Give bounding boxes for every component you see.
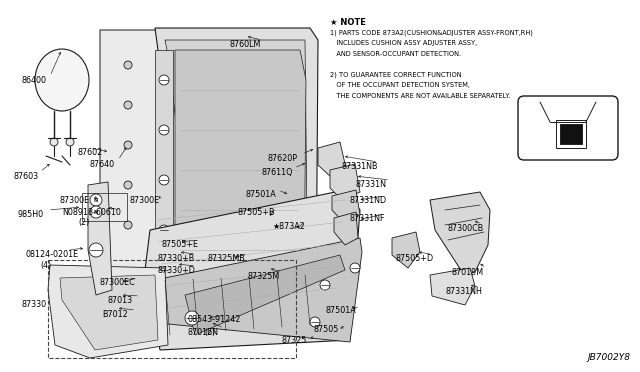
Polygon shape: [148, 238, 362, 342]
Text: AND SENSOR-OCCUPANT DETECTION.: AND SENSOR-OCCUPANT DETECTION.: [330, 51, 461, 57]
Polygon shape: [165, 40, 308, 325]
Text: 87330+B: 87330+B: [158, 254, 195, 263]
Text: 86400: 86400: [22, 76, 47, 85]
Text: 87501A: 87501A: [326, 306, 356, 315]
Text: 87640: 87640: [90, 160, 115, 169]
Circle shape: [159, 75, 169, 85]
Text: 2) TO GUARANTEE CORRECT FUNCTION: 2) TO GUARANTEE CORRECT FUNCTION: [330, 72, 461, 78]
Polygon shape: [100, 30, 162, 310]
Circle shape: [124, 61, 132, 69]
Polygon shape: [60, 275, 158, 350]
Circle shape: [159, 125, 169, 135]
Text: 87505+E: 87505+E: [162, 240, 199, 249]
Text: B7012: B7012: [102, 310, 128, 319]
Polygon shape: [330, 164, 360, 200]
Text: (2): (2): [204, 328, 215, 337]
Text: 87620P: 87620P: [268, 154, 298, 163]
Circle shape: [66, 138, 74, 146]
Text: 87331NH: 87331NH: [446, 287, 483, 296]
Polygon shape: [145, 190, 360, 350]
Text: 87603: 87603: [14, 172, 39, 181]
Text: 87505+B: 87505+B: [238, 208, 275, 217]
Text: 87300E: 87300E: [60, 196, 90, 205]
Circle shape: [124, 221, 132, 229]
Text: INCLUDES CUSHION ASSY ADJUSTER ASSY,: INCLUDES CUSHION ASSY ADJUSTER ASSY,: [330, 41, 477, 46]
Text: 87325MB: 87325MB: [208, 254, 246, 263]
Text: (4): (4): [40, 261, 51, 270]
Text: 8760LM: 8760LM: [230, 40, 261, 49]
Polygon shape: [175, 50, 306, 305]
Text: 87331NF: 87331NF: [350, 214, 385, 223]
Bar: [560, 124, 582, 144]
Text: THE COMPONENTS ARE NOT AVAILABLE SEPARATELY.: THE COMPONENTS ARE NOT AVAILABLE SEPARAT…: [330, 93, 510, 99]
Circle shape: [350, 263, 360, 273]
Text: N08918-60610: N08918-60610: [62, 208, 121, 217]
Polygon shape: [430, 192, 490, 278]
Text: 87325: 87325: [282, 336, 307, 345]
Bar: [155, 50, 173, 310]
Circle shape: [124, 141, 132, 149]
Circle shape: [124, 181, 132, 189]
Text: 87019M: 87019M: [452, 268, 484, 277]
Text: 08124-0201E: 08124-0201E: [26, 250, 79, 259]
Polygon shape: [392, 232, 420, 268]
Text: 1) PARTS CODE 873A2(CUSHION&ADJUSTER ASSY-FRONT,RH): 1) PARTS CODE 873A2(CUSHION&ADJUSTER ASS…: [330, 30, 533, 36]
Circle shape: [310, 317, 320, 327]
Circle shape: [124, 101, 132, 109]
Text: OF THE OCCUPANT DETECTION SYSTEM,: OF THE OCCUPANT DETECTION SYSTEM,: [330, 83, 470, 89]
Ellipse shape: [35, 49, 89, 111]
Bar: [82, 193, 127, 221]
FancyBboxPatch shape: [518, 96, 618, 160]
Text: 87505: 87505: [313, 325, 339, 334]
Bar: [556, 120, 586, 148]
Text: 985H0: 985H0: [18, 210, 44, 219]
Circle shape: [159, 175, 169, 185]
Circle shape: [90, 206, 102, 218]
Polygon shape: [155, 28, 318, 330]
Text: N: N: [94, 209, 98, 215]
Circle shape: [50, 138, 58, 146]
Polygon shape: [334, 212, 358, 245]
Text: 87300CB: 87300CB: [448, 224, 484, 233]
Circle shape: [90, 194, 102, 206]
Text: 87602: 87602: [78, 148, 103, 157]
Circle shape: [320, 280, 330, 290]
Circle shape: [185, 311, 199, 325]
Bar: [48, 260, 296, 358]
Text: JB7002Y8: JB7002Y8: [587, 353, 630, 362]
Text: 87331N: 87331N: [356, 180, 387, 189]
Polygon shape: [318, 142, 346, 178]
Text: 87013: 87013: [108, 296, 133, 305]
Text: 87330+D: 87330+D: [158, 266, 196, 275]
Circle shape: [159, 225, 169, 235]
Text: ★ NOTE: ★ NOTE: [330, 18, 366, 27]
Polygon shape: [185, 255, 345, 335]
Text: 87016N: 87016N: [188, 328, 219, 337]
Text: 87300E: 87300E: [130, 196, 160, 205]
Text: 87300EC: 87300EC: [100, 278, 136, 287]
Text: 08543-91242: 08543-91242: [188, 315, 241, 324]
Polygon shape: [88, 182, 112, 295]
Text: 87501A: 87501A: [245, 190, 276, 199]
Text: 87611Q: 87611Q: [261, 168, 292, 177]
Text: N: N: [94, 198, 98, 202]
Polygon shape: [430, 268, 475, 305]
Text: (2): (2): [78, 218, 89, 227]
Text: 87505+D: 87505+D: [396, 254, 434, 263]
Text: ★873A2: ★873A2: [272, 222, 305, 231]
Polygon shape: [332, 190, 360, 223]
Polygon shape: [48, 265, 168, 358]
Circle shape: [159, 265, 169, 275]
Text: 87330: 87330: [22, 300, 47, 309]
Text: 87325M: 87325M: [248, 272, 280, 281]
Text: 87331ND: 87331ND: [350, 196, 387, 205]
Circle shape: [89, 243, 103, 257]
Text: 87331NB: 87331NB: [342, 162, 378, 171]
